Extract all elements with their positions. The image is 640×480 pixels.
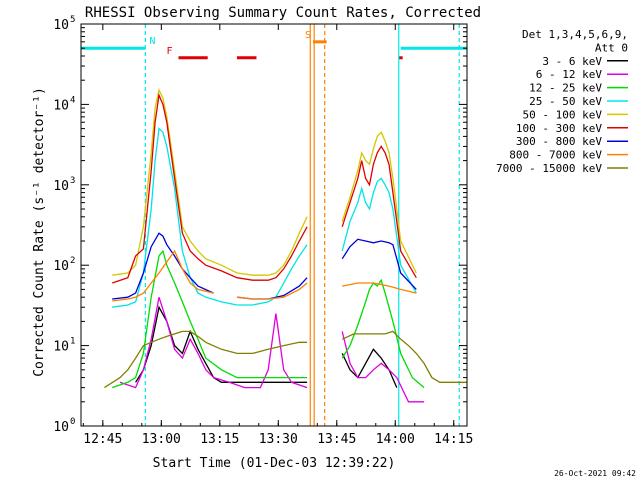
x-tick-label-3: 13:30 bbox=[259, 432, 298, 447]
y-tick-exp-4: 4 bbox=[70, 95, 75, 105]
legend-header-0: Det 1,3,4,5,6,9, bbox=[522, 28, 628, 41]
y-tick-label-4: 10 bbox=[53, 98, 69, 113]
series-line-8-seg-1 bbox=[104, 330, 308, 389]
series-line-5-seg-1 bbox=[111, 92, 308, 284]
y-tick-exp-0: 0 bbox=[70, 417, 75, 427]
x-tick-label-4: 13:45 bbox=[317, 432, 356, 447]
series-line-7-seg-3 bbox=[342, 282, 417, 294]
legend-entry-6: 300 - 800 keV bbox=[516, 135, 602, 148]
series-line-6-seg-3 bbox=[341, 238, 417, 290]
series-line-3-seg-1 bbox=[112, 127, 308, 308]
y-axis-label: Corrected Count Rate (s⁻¹ detector⁻¹) bbox=[32, 87, 47, 377]
plot-frame bbox=[80, 23, 468, 427]
y-tick-exp-2: 2 bbox=[70, 256, 75, 266]
x-tick-label-5: 14:00 bbox=[376, 432, 415, 447]
y-tick-label-0: 10 bbox=[53, 420, 69, 435]
flag-label-s: S bbox=[305, 30, 311, 41]
series-line-8-seg-2 bbox=[341, 330, 467, 383]
y-tick-exp-5: 5 bbox=[70, 15, 75, 25]
legend-entry-8: 7000 - 15000 keV bbox=[496, 162, 602, 175]
flag-label-f: F bbox=[166, 46, 172, 57]
flag-bars: NF S bbox=[81, 30, 467, 60]
series-line-7-seg-2 bbox=[236, 282, 308, 300]
chart-title: RHESSI Observing Summary Count Rates, Co… bbox=[85, 5, 481, 21]
series-line-5-seg-2 bbox=[341, 145, 417, 279]
x-tick-label-2: 13:15 bbox=[200, 432, 239, 447]
x-axis-label: Start Time (01-Dec-03 12:39:22) bbox=[153, 456, 396, 471]
x-tick-label-1: 13:00 bbox=[142, 432, 181, 447]
y-tick-label-5: 10 bbox=[53, 18, 69, 33]
vertical-markers bbox=[144, 24, 460, 426]
y-tick-label-2: 10 bbox=[53, 259, 69, 274]
legend-entry-3: 25 - 50 keV bbox=[529, 95, 602, 108]
series-line-7-seg-1 bbox=[112, 249, 214, 302]
series-line-1-seg-1 bbox=[119, 297, 308, 389]
legend-entry-2: 12 - 25 keV bbox=[529, 82, 602, 95]
legend-header-1: Att 0 bbox=[595, 41, 628, 54]
series-line-4-seg-2 bbox=[341, 131, 417, 274]
y-tick-exp-1: 1 bbox=[70, 337, 75, 347]
series-line-0-seg-1 bbox=[135, 305, 308, 383]
series-line-3-seg-2 bbox=[341, 177, 417, 294]
x-axis-ticks: 12:45 13:00 13:15 13:30 13:45 14:00 14:15 bbox=[82, 24, 473, 447]
legend-entry-4: 50 - 100 keV bbox=[523, 108, 603, 121]
y-tick-exp-3: 3 bbox=[70, 176, 75, 186]
series-line-0-seg-2 bbox=[341, 348, 398, 388]
legend-entry-5: 100 - 300 keV bbox=[516, 122, 602, 135]
series-line-1-seg-2 bbox=[341, 331, 425, 403]
series-line-6-seg-2 bbox=[236, 277, 308, 300]
series-group bbox=[104, 88, 467, 403]
flag-label-n: N bbox=[149, 36, 155, 47]
series-line-2-seg-2 bbox=[341, 278, 425, 389]
series-line-4-seg-1 bbox=[112, 88, 308, 276]
series-line-6-seg-1 bbox=[112, 232, 214, 300]
series-line-2-seg-1 bbox=[111, 249, 308, 389]
x-tick-label-0: 12:45 bbox=[83, 432, 122, 447]
y-tick-label-1: 10 bbox=[53, 340, 69, 355]
y-tick-label-3: 10 bbox=[53, 179, 69, 194]
x-tick-label-6: 14:15 bbox=[434, 432, 473, 447]
footer-timestamp: 26-Oct-2021 09:42 bbox=[554, 469, 636, 478]
legend-entry-0: 3 - 6 keV bbox=[542, 55, 602, 68]
legend-entry-1: 6 - 12 keV bbox=[536, 68, 603, 81]
legend-entry-7: 800 - 7000 keV bbox=[509, 149, 602, 162]
